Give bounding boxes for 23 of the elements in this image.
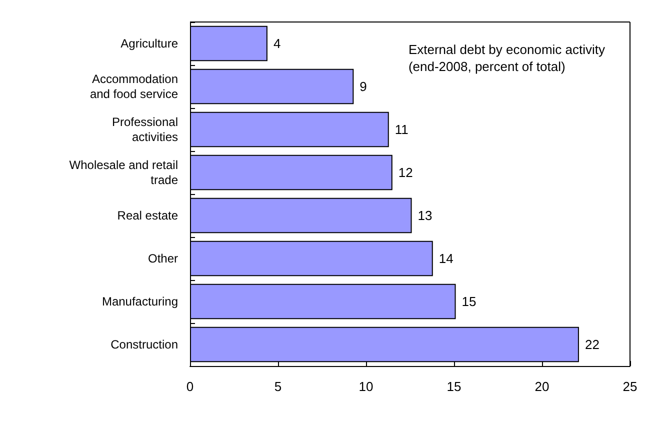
- data-label: 14: [438, 251, 454, 266]
- data-label: 15: [462, 294, 476, 309]
- y-tick-label: Accommodation and food service: [90, 72, 178, 101]
- y-tick-label: Professional activities: [112, 115, 178, 144]
- y-tick-label: Other: [148, 252, 178, 266]
- data-label: 13: [418, 208, 432, 223]
- data-label: 22: [584, 337, 600, 352]
- x-tick-label: 25: [622, 379, 638, 394]
- data-label: 9: [360, 79, 367, 94]
- x-tick-label: 5: [274, 379, 282, 394]
- text: External debt by economic activity (end-2008, percent of total): [408, 42, 606, 74]
- x-tick-label: 15: [446, 379, 462, 394]
- x-tick-label: 0: [186, 379, 194, 394]
- data-label: 4: [273, 36, 281, 51]
- y-tick-label: Manufacturing: [102, 294, 178, 308]
- data-label: 11: [394, 122, 408, 137]
- data-label: 12: [398, 165, 413, 180]
- x-tick-label: 20: [534, 379, 550, 394]
- y-tick-label: Wholesale and retail trade: [69, 158, 178, 187]
- y-tick-label: Construction: [110, 338, 178, 352]
- y-tick-label: Real estate: [117, 208, 178, 222]
- x-tick-label: 10: [358, 379, 374, 394]
- y-tick-label: Agriculture: [120, 36, 178, 50]
